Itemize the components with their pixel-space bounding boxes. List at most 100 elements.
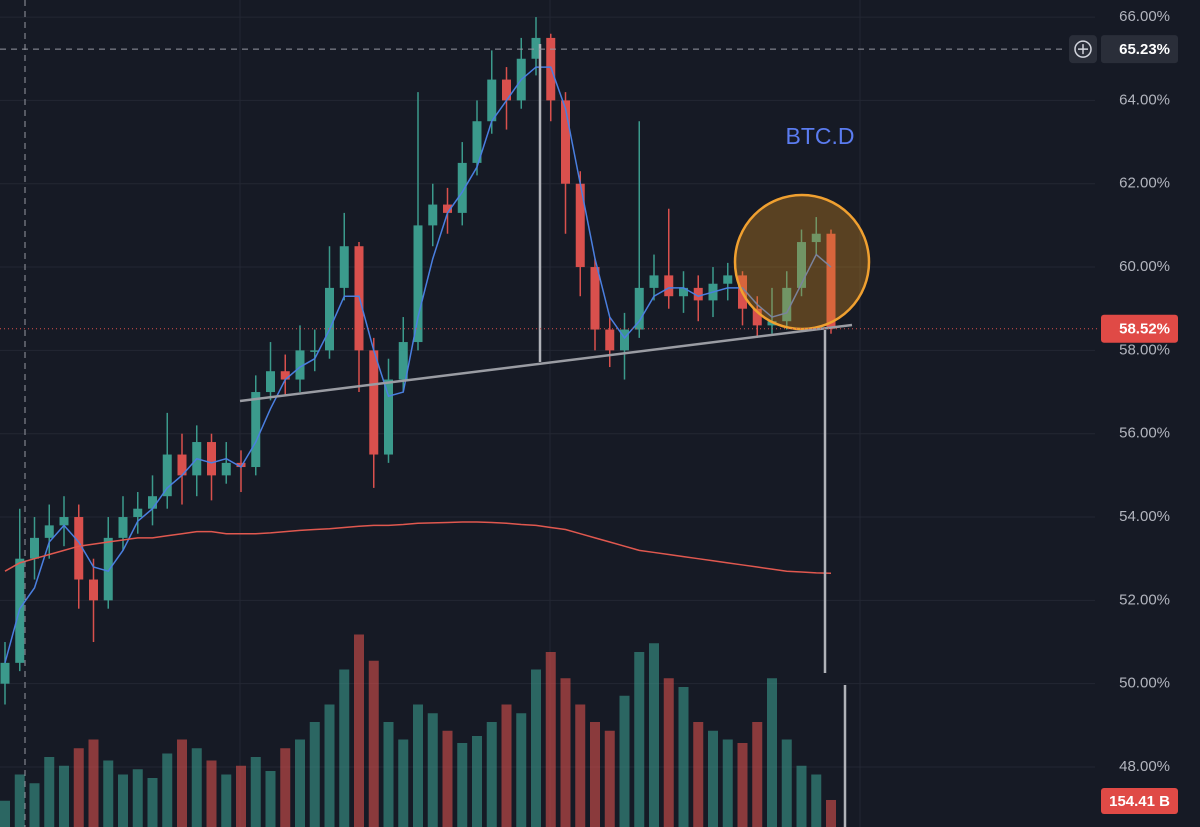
volume-bar xyxy=(44,757,55,827)
volume-pane xyxy=(0,634,836,827)
volume-bar xyxy=(206,760,217,827)
volume-bar xyxy=(472,736,482,827)
candle-body xyxy=(487,79,497,122)
y-tick-label: 50.00% xyxy=(1119,675,1170,692)
volume-bar xyxy=(280,748,291,827)
volume-bar xyxy=(103,760,114,827)
volume-bar xyxy=(265,771,276,827)
annotation: BTC.D xyxy=(786,123,855,149)
volume-bar xyxy=(693,722,704,827)
volume-bar xyxy=(59,765,69,827)
candle-body xyxy=(664,275,674,297)
trend-line xyxy=(239,323,853,403)
y-tick-label: 66.00% xyxy=(1119,8,1170,25)
moving-average xyxy=(4,521,832,575)
crosshair-plus xyxy=(1074,40,1092,58)
volume-bar xyxy=(826,799,836,827)
volume-bar xyxy=(324,704,335,827)
volume-bar xyxy=(250,757,261,827)
candle-body xyxy=(649,275,659,288)
volume-bar xyxy=(413,704,423,827)
candle-body xyxy=(679,287,688,297)
volume-bar xyxy=(590,722,600,827)
y-tick-label: 60.00% xyxy=(1119,258,1170,275)
crosshair-label: 65.23% xyxy=(1119,41,1170,58)
volume-bar xyxy=(619,695,630,827)
volume-bar xyxy=(545,652,556,827)
volume-bar xyxy=(236,765,246,827)
candle-body xyxy=(0,662,10,684)
volume-bar xyxy=(457,743,468,827)
volume-bar xyxy=(516,713,527,827)
volume-bar xyxy=(29,783,40,827)
volume-bar xyxy=(427,713,438,827)
candle-body xyxy=(413,225,423,343)
crosshair-label-box xyxy=(1101,35,1178,64)
candle-body xyxy=(620,329,629,351)
candle-body xyxy=(325,287,334,351)
volume-bar xyxy=(708,730,718,827)
candle-body xyxy=(398,342,408,380)
candle-body xyxy=(133,508,143,518)
volume-bar xyxy=(309,722,320,827)
volume-bar xyxy=(560,678,571,827)
volume-bar xyxy=(634,652,645,827)
y-tick-label: 62.00% xyxy=(1119,175,1170,192)
candle-body xyxy=(531,37,541,59)
candle-body xyxy=(457,162,467,213)
volume-bar xyxy=(398,739,409,827)
volume-bar xyxy=(663,678,674,827)
volume-bar xyxy=(767,678,777,827)
moving-average xyxy=(4,66,832,664)
volume-bar xyxy=(118,774,128,827)
candle-body xyxy=(310,350,320,352)
last-price-box xyxy=(1101,314,1178,343)
candle-body xyxy=(44,525,54,538)
candle-body xyxy=(30,537,39,559)
volume-bar xyxy=(486,722,497,827)
volume-bar xyxy=(295,739,305,827)
volume-bar xyxy=(781,739,792,827)
volume-bar xyxy=(0,800,10,827)
volume-bar xyxy=(722,739,733,827)
volume-bar xyxy=(442,730,453,827)
volume-bar xyxy=(796,765,807,827)
candle-body xyxy=(693,287,703,301)
volume-bar xyxy=(73,748,84,827)
candle-body xyxy=(266,371,275,393)
candle-body xyxy=(826,233,836,329)
volume-bar xyxy=(752,722,763,827)
volume-bar xyxy=(737,743,748,827)
volume-bar xyxy=(162,753,173,827)
candle-body xyxy=(443,204,452,213)
candle-body xyxy=(118,517,128,538)
candle-body xyxy=(472,121,482,163)
candle-body xyxy=(207,442,216,476)
candle-body xyxy=(89,579,98,601)
candle-body xyxy=(428,204,438,226)
overlay: 48.00% 50.00% 52.00% 54.00% 56.00% 58.00% 60.0… xyxy=(0,8,1178,814)
candle-body xyxy=(280,371,290,380)
candle-body xyxy=(148,496,157,509)
volume-bar xyxy=(531,669,541,827)
drawings xyxy=(24,0,871,827)
y-tick-label: 54.00% xyxy=(1119,508,1170,525)
volume-label-box xyxy=(1101,788,1178,814)
candle-body xyxy=(339,246,349,288)
volume-bar xyxy=(147,778,158,827)
candle-body xyxy=(59,517,69,526)
volume-label: 154.41 B xyxy=(1109,793,1170,810)
candle-body xyxy=(797,242,806,288)
volume-bar xyxy=(368,660,379,827)
candle-body xyxy=(295,350,305,380)
y-tick-label: 64.00% xyxy=(1119,91,1170,108)
last-price-label: 58.52% xyxy=(1119,321,1170,338)
candle-body xyxy=(634,287,644,330)
y-tick-label: 56.00% xyxy=(1119,425,1170,442)
volume-bar xyxy=(177,739,187,827)
volume-bar xyxy=(88,739,99,827)
volume-bar xyxy=(221,774,232,827)
candle-body xyxy=(162,454,172,497)
